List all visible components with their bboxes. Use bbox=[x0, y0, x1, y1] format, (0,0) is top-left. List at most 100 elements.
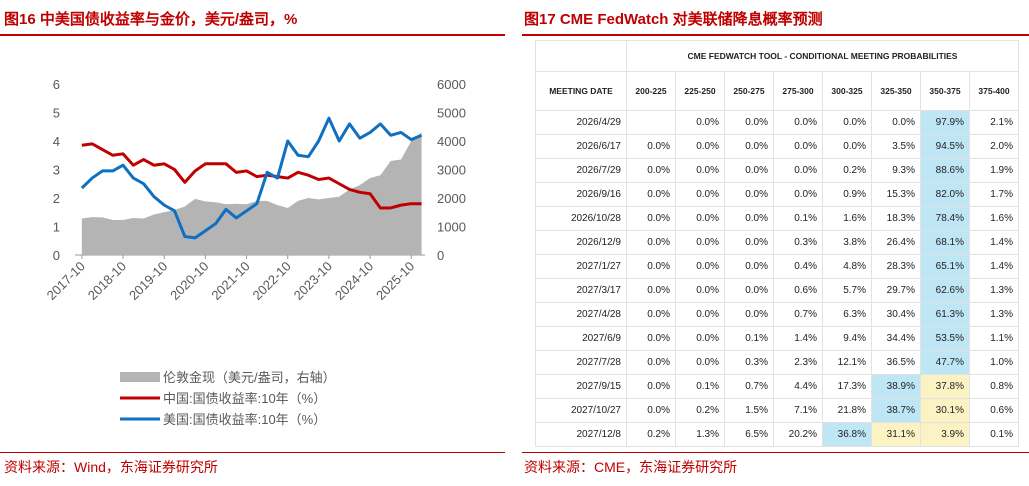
empty-cell bbox=[626, 110, 676, 135]
probability: 21.8% bbox=[822, 398, 872, 423]
probability: 0.0% bbox=[724, 302, 774, 327]
banner: CME FEDWATCH TOOL - CONDITIONAL MEETING … bbox=[626, 40, 1019, 72]
probability: 0.0% bbox=[724, 230, 774, 255]
table-row: 2027/6/9 0.0% 0.0% 0.1% 1.4% 9.4% 34.4% 53.5% 1.… bbox=[535, 326, 1019, 351]
probability: 17.3% bbox=[822, 374, 872, 399]
probability: 30.1% bbox=[920, 398, 970, 423]
probability: 30.4% bbox=[871, 302, 921, 327]
probability: 0.2% bbox=[675, 398, 725, 423]
legend-swatch bbox=[120, 372, 160, 382]
probability: 82.0% bbox=[920, 182, 970, 207]
probability: 4.8% bbox=[822, 254, 872, 279]
probability: 0.0% bbox=[675, 134, 725, 159]
table-row: 2026/7/29 0.0% 0.0% 0.0% 0.0% 0.2% 9.3% 88.6% 1.… bbox=[535, 158, 1019, 183]
probability: 0.0% bbox=[626, 158, 676, 183]
probability: 0.0% bbox=[822, 110, 872, 135]
probability: 0.0% bbox=[871, 110, 921, 135]
legend-label: 伦敦金现（美元/盎司，右轴） bbox=[163, 370, 336, 385]
probability: 97.9% bbox=[920, 110, 970, 135]
probability: 0.6% bbox=[969, 398, 1019, 423]
probability: 0.0% bbox=[626, 134, 676, 159]
probability: 0.0% bbox=[626, 350, 676, 375]
y2-tick-label: 2000 bbox=[437, 191, 466, 206]
table-row: 2027/7/28 0.0% 0.0% 0.3% 2.3% 12.1% 36.5% 47.7%… bbox=[535, 350, 1019, 375]
probability: 0.1% bbox=[724, 326, 774, 351]
table-row: 2026/4/29 0.0% 0.0% 0.0% 0.0% 0.0% 97.9% 2.1% bbox=[535, 110, 1019, 135]
probability: 1.6% bbox=[822, 206, 872, 231]
probability: 15.3% bbox=[871, 182, 921, 207]
y-tick-label: 6 bbox=[53, 77, 60, 92]
probability: 18.3% bbox=[871, 206, 921, 231]
y-tick-label: 1 bbox=[53, 220, 60, 235]
probability: 0.0% bbox=[724, 158, 774, 183]
probability: 4.4% bbox=[773, 374, 823, 399]
x-tick-label: 2022-10 bbox=[250, 259, 294, 303]
probability: 0.4% bbox=[773, 254, 823, 279]
probability: 0.0% bbox=[773, 110, 823, 135]
meeting-date: 2027/9/15 bbox=[535, 374, 627, 399]
probability: 1.3% bbox=[969, 302, 1019, 327]
probability: 0.7% bbox=[773, 302, 823, 327]
probability: 1.1% bbox=[969, 326, 1019, 351]
probability: 0.0% bbox=[773, 182, 823, 207]
yield-line bbox=[81, 142, 422, 210]
probability: 20.2% bbox=[773, 422, 823, 447]
meeting-date: 2027/10/27 bbox=[535, 398, 627, 423]
probability: 9.3% bbox=[871, 158, 921, 183]
table-row: 2027/4/28 0.0% 0.0% 0.0% 0.7% 6.3% 30.4% 61.3% 1… bbox=[535, 302, 1019, 327]
probability: 38.7% bbox=[871, 398, 921, 423]
source: 资料来源：Wind，东海证券研究所 bbox=[4, 459, 218, 475]
column-header: 250-275 bbox=[724, 71, 774, 111]
column-header: 225-250 bbox=[675, 71, 725, 111]
probability: 6.3% bbox=[822, 302, 872, 327]
probability: 0.0% bbox=[724, 182, 774, 207]
probability: 0.0% bbox=[626, 302, 676, 327]
x-tick-label: 2025-10 bbox=[373, 259, 417, 303]
probability: 1.3% bbox=[675, 422, 725, 447]
probability: 5.7% bbox=[822, 278, 872, 303]
y-tick-label: 2 bbox=[53, 191, 60, 206]
probability: 0.2% bbox=[626, 422, 676, 447]
x-tick-label: 2021-10 bbox=[208, 259, 252, 303]
y2-tick-label: 4000 bbox=[437, 134, 466, 149]
probability: 0.0% bbox=[675, 230, 725, 255]
probability: 0.0% bbox=[675, 302, 725, 327]
probability: 26.4% bbox=[871, 230, 921, 255]
meeting-date: 2027/12/8 bbox=[535, 422, 627, 447]
table-row: 2026/10/28 0.0% 0.0% 0.0% 0.1% 1.6% 18.3% 78.4%… bbox=[535, 206, 1019, 231]
column-header: 375-400 bbox=[969, 71, 1019, 111]
y2-tick-label: 5000 bbox=[437, 106, 466, 121]
probability: 37.8% bbox=[920, 374, 970, 399]
probability: 0.1% bbox=[675, 374, 725, 399]
yield-line bbox=[80, 116, 423, 240]
header-row: MEETING DATE 200-225 225-250 250-275 275-300… bbox=[535, 71, 1019, 111]
x-tick-label: 2024-10 bbox=[332, 259, 376, 303]
probability: 0.0% bbox=[773, 134, 823, 159]
title-rule bbox=[0, 34, 505, 36]
probability: 0.3% bbox=[773, 230, 823, 255]
probability: 0.2% bbox=[822, 158, 872, 183]
probability: 0.0% bbox=[675, 326, 725, 351]
chart: 012345601000200030004000500060002017-102… bbox=[44, 77, 466, 427]
probability: 29.7% bbox=[871, 278, 921, 303]
probability: 2.1% bbox=[969, 110, 1019, 135]
legend-label: 美国:国债收益率:10年（%） bbox=[163, 412, 326, 427]
meeting-date: 2027/1/27 bbox=[535, 254, 627, 279]
probability: 0.0% bbox=[675, 158, 725, 183]
gold-area bbox=[81, 132, 422, 255]
probability: 1.0% bbox=[969, 350, 1019, 375]
probability: 6.5% bbox=[724, 422, 774, 447]
probability: 36.5% bbox=[871, 350, 921, 375]
y2-tick-label: 0 bbox=[437, 248, 444, 263]
probability: 3.5% bbox=[871, 134, 921, 159]
probability: 0.0% bbox=[675, 182, 725, 207]
table-row: 2026/12/9 0.0% 0.0% 0.0% 0.3% 3.8% 26.4% 68.1% 1… bbox=[535, 230, 1019, 255]
probability: 38.9% bbox=[871, 374, 921, 399]
meeting-date: 2026/7/29 bbox=[535, 158, 627, 183]
meeting-date: 2026/10/28 bbox=[535, 206, 627, 231]
column-header: MEETING DATE bbox=[535, 71, 627, 111]
probability: 1.4% bbox=[969, 254, 1019, 279]
probability: 0.0% bbox=[724, 206, 774, 231]
meeting-date: 2027/4/28 bbox=[535, 302, 627, 327]
probability: 62.6% bbox=[920, 278, 970, 303]
